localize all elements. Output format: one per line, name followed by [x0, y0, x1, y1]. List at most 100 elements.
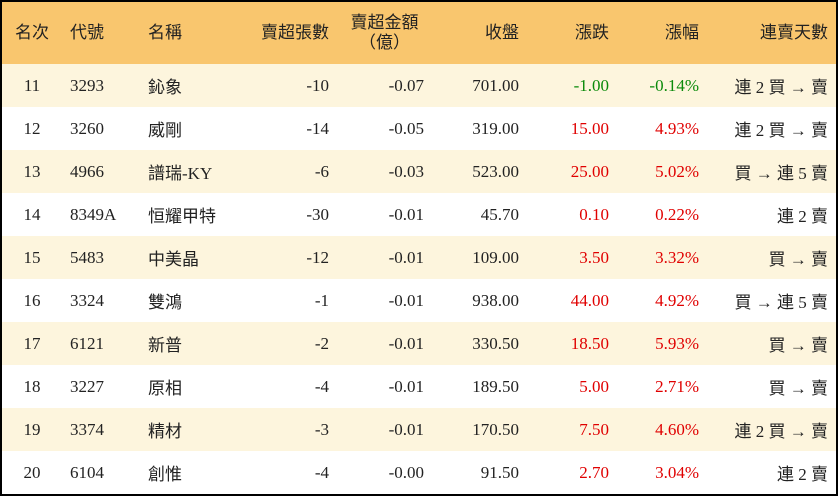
cell: 19 — [2, 408, 62, 451]
cell: 譜瑞-KY — [140, 150, 240, 193]
cell: 4.92% — [655, 290, 699, 310]
cell: -0.00 — [388, 462, 424, 482]
cell: 701.00 — [432, 64, 527, 107]
header-row: 名次 代號 名稱 賣超張數 賣超金額 （億） 收盤 漲跌 漲幅 連賣天數 — [2, 2, 836, 64]
cell: 330.50 — [432, 322, 527, 365]
cell: 13 — [2, 150, 62, 193]
cell: 雙鴻 — [148, 293, 182, 312]
cell: 5.02% — [617, 150, 707, 193]
cell: 2.71% — [655, 376, 699, 396]
cell: 109.00 — [432, 236, 527, 279]
cell: 3.50 — [527, 236, 617, 279]
cell: 15.00 — [570, 118, 609, 138]
cell: 連 2 買 → 賣 — [707, 64, 836, 107]
cell: 170.50 — [432, 408, 527, 451]
cell: 11 — [2, 64, 62, 107]
cell: 連 2 賣 — [777, 465, 828, 484]
cell: -14 — [306, 118, 329, 138]
header-cell: 漲跌 — [527, 2, 617, 64]
cell: 5.93% — [617, 322, 707, 365]
cell: -10 — [240, 64, 337, 107]
cell: 7.50 — [527, 408, 617, 451]
header-cell: 賣超張數 — [240, 2, 337, 64]
cell: -3 — [240, 408, 337, 451]
cell: 連 2 買 → 賣 — [707, 408, 836, 451]
cell: 12 — [23, 118, 41, 138]
cell: 4.60% — [617, 408, 707, 451]
cell: -4 — [314, 462, 329, 482]
cell: 3227 — [70, 376, 104, 396]
header-text: 賣超金額 — [350, 13, 419, 32]
table-row: 18 3227 原相 -4 -0.01 189.50 5.00 2.71% 買 → 賣 — [2, 365, 836, 408]
header-cell: 賣超金額 （億） — [337, 2, 432, 64]
cell: 45.70 — [480, 204, 519, 224]
cell: 中美晶 — [140, 236, 240, 279]
cell: 18 — [23, 376, 41, 396]
cell: -0.01 — [337, 322, 432, 365]
cell: -6 — [240, 150, 337, 193]
cell: 連 2 賣 — [777, 207, 828, 226]
cell: 5483 — [62, 236, 140, 279]
header-cell: 連賣天數 — [707, 2, 836, 64]
header-cell: 名次 — [2, 2, 62, 64]
cell: 0.22% — [655, 204, 699, 224]
cell: 買 → 連 5 賣 — [734, 293, 829, 312]
cell: -0.14% — [617, 64, 707, 107]
cell: 新普 — [140, 322, 240, 365]
cell: 買 → 賣 — [707, 322, 836, 365]
header-cell: 收盤 — [432, 2, 527, 64]
cell: -12 — [240, 236, 337, 279]
cell: 91.50 — [480, 462, 519, 482]
cell: -0.01 — [337, 408, 432, 451]
cell: 買 → 賣 — [768, 379, 829, 398]
table-row: 19 3374 精材 -3 -0.01 170.50 7.50 4.60% 連 2 買 → 賣 — [2, 408, 836, 451]
cell: 創惟 — [148, 465, 182, 484]
table-row: 14 8349A 恒耀甲特 -30 -0.01 45.70 0.10 0.22% 連 2 賣 — [2, 193, 836, 236]
table-row: 12 3260 威剛 -14 -0.05 319.00 15.00 4.93% 連 2 買 → … — [2, 107, 836, 150]
cell: 買 → 連 5 賣 — [707, 150, 836, 193]
header-cell: 名稱 — [140, 2, 240, 64]
table-row: 17 6121 新普 -2 -0.01 330.50 18.50 5.93% 買 → 賣 — [2, 322, 836, 365]
cell: 2.70 — [579, 462, 609, 482]
cell: 0.10 — [579, 204, 609, 224]
table-row: 20 6104 創惟 -4 -0.00 91.50 2.70 3.04% 連 2 賣 — [2, 451, 836, 494]
table-row: 11 3293 鈊象 -10 -0.07 701.00 -1.00 -0.14% 連 2 買 →… — [2, 64, 836, 107]
cell: 18.50 — [527, 322, 617, 365]
table-row: 15 5483 中美晶 -12 -0.01 109.00 3.50 3.32% 買 → 賣 — [2, 236, 836, 279]
cell: -0.05 — [388, 118, 424, 138]
cell: 鈊象 — [140, 64, 240, 107]
cell: 3.04% — [655, 462, 699, 482]
table-row: 13 4966 譜瑞-KY -6 -0.03 523.00 25.00 5.02% 買 → 連 … — [2, 150, 836, 193]
cell: 連 2 買 → 賣 — [734, 121, 829, 140]
cell: 6104 — [70, 462, 104, 482]
cell: 25.00 — [527, 150, 617, 193]
cell: -1 — [314, 290, 329, 310]
cell: 189.50 — [472, 376, 519, 396]
cell: 3293 — [62, 64, 140, 107]
cell: 14 — [23, 204, 41, 224]
cell: 買 → 賣 — [707, 236, 836, 279]
cell: 44.00 — [570, 290, 609, 310]
header-cell: 代號 — [62, 2, 140, 64]
table-body: 11 3293 鈊象 -10 -0.07 701.00 -1.00 -0.14% 連 2 買 →… — [2, 64, 836, 494]
cell: 16 — [23, 290, 41, 310]
cell: 精材 — [140, 408, 240, 451]
cell: -30 — [306, 204, 329, 224]
header-cell: 漲幅 — [617, 2, 707, 64]
cell: -0.01 — [388, 290, 424, 310]
cell: -4 — [314, 376, 329, 396]
cell: 938.00 — [472, 290, 519, 310]
cell: 威剛 — [148, 121, 182, 140]
table-row: 16 3324 雙鴻 -1 -0.01 938.00 44.00 4.92% 買 → 連 5 賣 — [2, 279, 836, 322]
cell: -2 — [240, 322, 337, 365]
cell: -0.01 — [388, 204, 424, 224]
cell: 4.93% — [655, 118, 699, 138]
cell: -0.01 — [388, 376, 424, 396]
cell: 5.00 — [579, 376, 609, 396]
cell: 4966 — [62, 150, 140, 193]
cell: -0.07 — [337, 64, 432, 107]
cell: 20 — [23, 462, 41, 482]
cell: 3260 — [70, 118, 104, 138]
cell: 319.00 — [472, 118, 519, 138]
